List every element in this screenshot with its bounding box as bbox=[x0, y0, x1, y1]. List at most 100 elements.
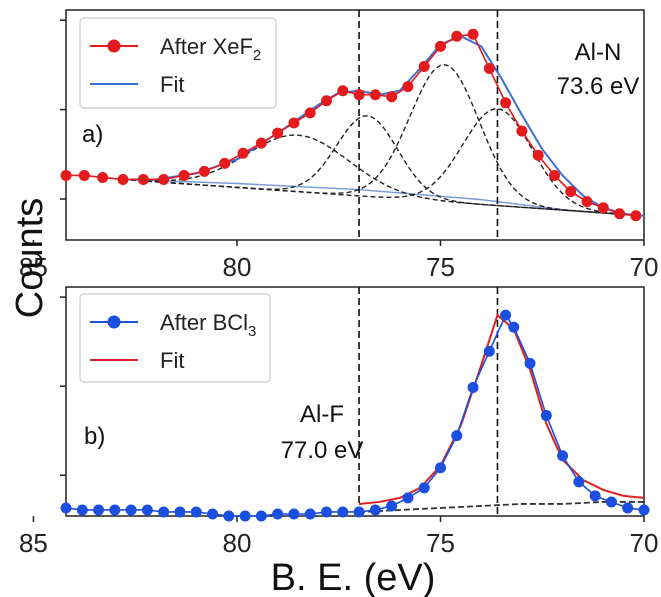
panel-a-component-3 bbox=[122, 63, 645, 217]
panel-a-data-point bbox=[614, 208, 626, 220]
panel-b-data-point bbox=[605, 496, 617, 508]
panel-a-x-tick-label: 85 bbox=[19, 252, 48, 282]
panel-a-data-point bbox=[467, 28, 479, 40]
panel-b-data-point bbox=[418, 482, 430, 494]
panel-a-data-point bbox=[137, 173, 149, 185]
panel-a-data-point bbox=[288, 117, 300, 129]
legend-label-fit: Fit bbox=[160, 348, 184, 373]
y-axis-title: Counts bbox=[9, 198, 51, 318]
panel-a-data-point bbox=[219, 157, 231, 169]
panel-a-data-point bbox=[321, 95, 333, 107]
panel-b-legend: After BCl3 Fit bbox=[79, 293, 271, 383]
peak-annotation-name: Al-N bbox=[575, 39, 622, 66]
panel-b-label: b) bbox=[84, 423, 105, 450]
x-axis-title: B. E. (eV) bbox=[271, 557, 436, 597]
panel-b-data-point bbox=[467, 381, 479, 393]
legend-label-data: After BCl3 bbox=[160, 310, 256, 340]
panel-a-data-point bbox=[500, 97, 512, 109]
panel-b-data-point bbox=[272, 508, 284, 520]
panel-b-data-point bbox=[369, 504, 381, 516]
peak-annotation-name: Al-F bbox=[300, 401, 344, 428]
panel-a-data-point bbox=[158, 173, 170, 185]
panel-b-x-tick-label: 75 bbox=[426, 528, 455, 558]
panel-b-data-point bbox=[402, 492, 414, 504]
panel-a-data-point bbox=[451, 30, 463, 42]
panel-b-data-point bbox=[255, 510, 267, 522]
panel-a-data-point bbox=[272, 127, 284, 139]
panel-a-data-point bbox=[434, 40, 446, 52]
panel-a-data-point bbox=[402, 81, 414, 93]
panel-a-x-tick-label: 70 bbox=[630, 252, 659, 282]
panel-a-data-point bbox=[97, 171, 109, 183]
panel-b: 85 80 75 70 After BCl3 Fit Al-F 77.0 eV b) bbox=[19, 286, 658, 558]
panel-a-legend: After XeF2 Fit bbox=[79, 17, 277, 109]
panel-b-data-point bbox=[434, 462, 446, 474]
panel-b-data-point bbox=[304, 508, 316, 520]
panel-a-data-point bbox=[581, 196, 593, 208]
panel-a-data-point bbox=[386, 91, 398, 103]
panel-b-data-point bbox=[500, 309, 512, 321]
peak-annotation-energy: 73.6 eV bbox=[557, 73, 640, 100]
panel-a-data-point bbox=[198, 165, 210, 177]
panel-b-data-point bbox=[158, 506, 170, 518]
panel-a-data-point bbox=[60, 169, 72, 181]
panel-b-data-point bbox=[540, 410, 552, 422]
panel-a-data-point bbox=[516, 125, 528, 137]
panel-b-data-point bbox=[557, 450, 569, 462]
panel-b-data-point bbox=[589, 490, 601, 502]
panel-a-data-point bbox=[304, 107, 316, 119]
panel-a-data-point bbox=[337, 85, 349, 97]
panel-a-data-point bbox=[483, 63, 495, 75]
panel-a-data-point bbox=[548, 169, 560, 181]
panel-a-frame bbox=[65, 9, 645, 241]
panel-a-data-point bbox=[418, 60, 430, 72]
panel-a-component-4 bbox=[122, 108, 645, 217]
peak-annotation-energy: 77.0 eV bbox=[281, 437, 364, 464]
panel-a-data-point bbox=[565, 186, 577, 198]
panel-b-data-point bbox=[321, 506, 333, 518]
panel-a-data-point bbox=[255, 137, 267, 149]
panel-b-x-tick-label: 80 bbox=[222, 528, 251, 558]
panel-a-data-point bbox=[78, 169, 90, 181]
panel-b-data-point bbox=[141, 504, 153, 516]
panel-b-data-point bbox=[60, 502, 72, 514]
panel-b-data-point bbox=[174, 506, 186, 518]
panel-b-data-point bbox=[109, 504, 121, 516]
panel-a-data-point bbox=[353, 89, 365, 101]
panel-a-data-point bbox=[630, 210, 642, 222]
panel-b-data-point bbox=[93, 504, 105, 516]
panel-a-component-2 bbox=[122, 115, 645, 217]
panel-a-x-tick-label: 75 bbox=[426, 252, 455, 282]
panel-b-frame bbox=[65, 286, 645, 517]
panel-a-x-tick-label: 80 bbox=[222, 252, 251, 282]
panel-b-data-point bbox=[638, 504, 650, 516]
legend-marker-data bbox=[107, 315, 121, 329]
panel-a-background-line bbox=[122, 178, 645, 217]
panel-b-data-point bbox=[239, 510, 251, 522]
panel-b-data-point bbox=[207, 508, 219, 520]
panel-b-data-point bbox=[451, 430, 463, 442]
legend-label-data: After XeF2 bbox=[160, 34, 261, 64]
panel-a-data-line bbox=[66, 33, 636, 217]
panel-b-data-point bbox=[223, 510, 235, 522]
panel-a-data-point bbox=[597, 202, 609, 214]
panel-b-x-tick-label: 85 bbox=[19, 528, 48, 558]
panel-a-data-point bbox=[117, 173, 129, 185]
legend-box bbox=[79, 17, 277, 109]
panel-b-data-point bbox=[524, 357, 536, 369]
panel-b-background-line bbox=[359, 501, 644, 513]
panel-b-data-point bbox=[622, 502, 634, 514]
legend-label-fit: Fit bbox=[160, 72, 184, 97]
panel-b-data-point bbox=[353, 506, 365, 518]
panel-a-label: a) bbox=[82, 121, 103, 148]
panel-b-data-point bbox=[190, 506, 202, 518]
panel-b-data-point bbox=[288, 508, 300, 520]
panel-a-data-point bbox=[532, 149, 544, 161]
panel-b-data-point bbox=[508, 321, 520, 333]
panel-a-data-point bbox=[237, 147, 249, 159]
panel-b-data-point bbox=[337, 506, 349, 518]
panel-b-data-point bbox=[483, 345, 495, 357]
panel-b-data-point bbox=[386, 500, 398, 512]
panel-b-data-point bbox=[125, 504, 137, 516]
